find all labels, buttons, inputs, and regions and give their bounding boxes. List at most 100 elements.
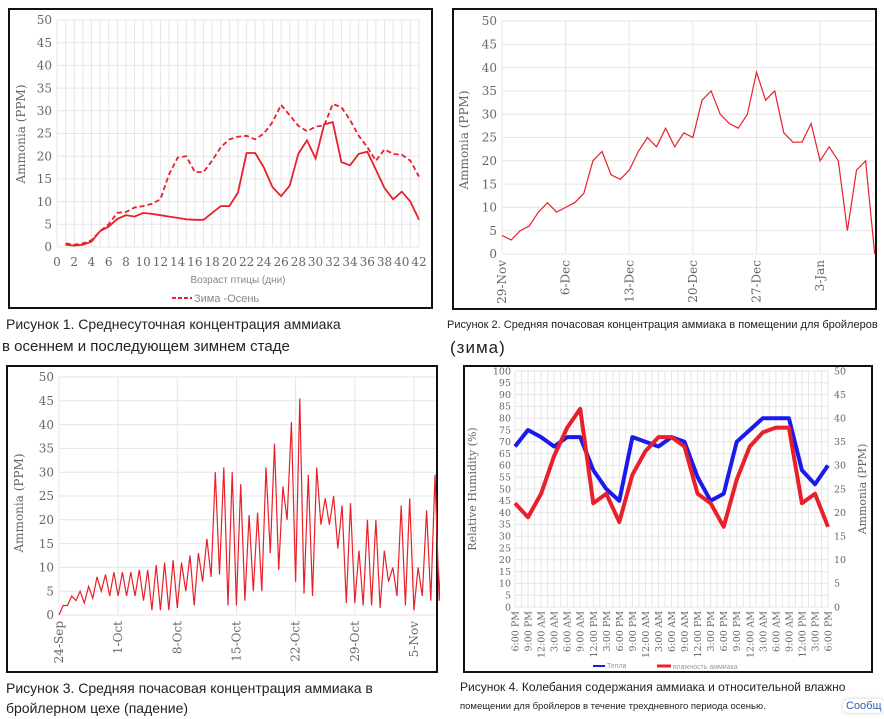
figure-1-caption-line1: Рисунок 1. Среднесуточная концентрация а… [6, 316, 341, 332]
x-tick-label: 40 [394, 255, 409, 269]
x-tick-label: 2 [70, 255, 78, 269]
figure-2-svg: 0 5 10 15 20 25 30 35 40 45 50 29-Nov 6-Dec 13-Dec 20-… [457, 14, 876, 304]
x-tick-label: 12:00 AM [745, 611, 756, 658]
figure-3-caption-line2: бройлерном цехе (падение) [6, 700, 189, 716]
left-y-tick-label: 75 [499, 425, 511, 436]
x-tick-label: 29-Nov [495, 260, 509, 304]
y-tick-label: 10 [482, 201, 497, 215]
y-axis-label: Ammonia (PPM) [14, 85, 28, 185]
y-tick-label: 30 [39, 465, 54, 479]
x-tick-label: 9:00 AM [576, 611, 587, 652]
x-tick-label: 9:00 AM [784, 611, 795, 652]
y-tick-label: 45 [39, 394, 54, 408]
figure-2-caption-line2: (зима) [450, 338, 506, 357]
x-tick-label: 3:00 PM [810, 611, 821, 652]
figure-3-chart: 0 5 10 15 20 25 30 35 40 45 50 24-Sep 1-Oct 8-Oct 15-O… [6, 365, 440, 673]
y-tick-label: 25 [39, 489, 54, 503]
y-tick-label: 10 [37, 195, 52, 209]
x-tick-label: 12:00 PM [797, 611, 808, 658]
y-tick-label: 30 [482, 107, 497, 121]
figure-3-svg: 0 5 10 15 20 25 30 35 40 45 50 24-Sep 1-Oct 8-Oct 15-O… [12, 370, 440, 663]
message-popup-label[interactable]: Сообщ [843, 699, 884, 713]
left-y-tick-label: 95 [499, 378, 511, 389]
x-tick-label: 13-Dec [622, 260, 636, 303]
x-axis-label: Возраст птицы (дни) [190, 275, 285, 286]
y-tick-label: 50 [37, 13, 52, 27]
x-tick-label: 32 [325, 255, 340, 269]
x-tick-label: 22 [239, 255, 254, 269]
right-y-tick-label: 30 [834, 461, 846, 472]
left-y-tick-label: 60 [499, 461, 511, 472]
x-tick-label: 26 [273, 255, 288, 269]
y-tick-label: 15 [39, 537, 54, 551]
x-tick-label: 3:00 AM [758, 611, 769, 652]
y-tick-label: 25 [37, 127, 52, 141]
ammonia-series-line [513, 406, 830, 529]
x-tick-label: 6:00 AM [771, 611, 782, 652]
y-tick-label: 40 [37, 59, 52, 73]
y-tick-label: 0 [46, 608, 54, 622]
right-y-tick-label: 35 [834, 437, 846, 448]
right-y-tick-label: 20 [834, 508, 846, 519]
left-y-tick-label: 70 [499, 437, 511, 448]
left-y-tick-label: 5 [505, 591, 511, 602]
y-tick-label: 15 [37, 172, 52, 186]
x-tick-label: 12 [153, 255, 168, 269]
y-tick-label: 15 [482, 177, 497, 191]
right-y-tick-label: 40 [834, 414, 846, 425]
legend-label: Зима -Осень [194, 293, 259, 305]
series-line-dashed [65, 102, 420, 246]
right-y-tick-label: 45 [834, 390, 846, 401]
y-tick-label: 40 [39, 418, 54, 432]
x-tick-label: 9:00 PM [628, 611, 639, 652]
series-line-solid [65, 120, 420, 247]
left-y-tick-label: 10 [499, 579, 511, 590]
left-y-tick-label: 0 [505, 602, 511, 613]
x-tick-label: 8-Oct [170, 621, 184, 654]
x-tick-label: 4 [88, 255, 96, 269]
x-tick-label: 8 [122, 255, 130, 269]
x-tick-label: 22-Oct [289, 621, 303, 662]
figure-3-caption-line1: Рисунок 3. Средняя почасовая концентраци… [6, 680, 373, 696]
right-y-tick-label: 5 [834, 579, 840, 590]
left-y-tick-label: 30 [499, 532, 511, 543]
y-tick-label: 50 [482, 14, 497, 28]
left-y-tick-label: 90 [499, 390, 511, 401]
legend-label-humidity: Тепла [607, 663, 627, 670]
x-tick-label: 20-Dec [686, 260, 700, 303]
right-y-tick-label: 25 [834, 484, 846, 495]
left-y-tick-label: 85 [499, 402, 511, 413]
x-tick-label: 20 [222, 255, 237, 269]
x-tick-label: 9:00 PM [732, 611, 743, 652]
left-y-tick-label: 65 [499, 449, 511, 460]
y-tick-label: 25 [482, 131, 497, 145]
right-y-axis-label: Ammonia (PPM) [856, 444, 869, 536]
left-y-tick-label: 40 [499, 508, 511, 519]
y-tick-label: 40 [482, 61, 497, 75]
right-y-tick-label: 50 [834, 367, 846, 377]
figure-1-caption-line2: в осеннем и последующем зимнем стаде [2, 338, 290, 355]
x-tick-label: 1-Oct [111, 621, 125, 654]
left-y-tick-label: 55 [499, 473, 511, 484]
figure-4-chart: 0 5 10 15 20 25 30 35 40 45 50 55 60 65 70 75 80 85 90 95 10… [463, 365, 873, 673]
y-tick-label: 45 [482, 38, 497, 52]
right-y-tick-label: 10 [834, 555, 846, 566]
figure-4-caption-line1: Рисунок 4. Колебания содержания аммиака … [460, 680, 846, 694]
y-tick-label: 20 [39, 513, 54, 527]
x-tick-label: 12:00 PM [693, 611, 704, 658]
x-tick-label: 10 [136, 255, 151, 269]
x-tick-label: 6:00 AM [563, 611, 574, 652]
left-y-tick-label: 45 [499, 496, 511, 507]
figure-4-svg: 0510152025303540455055606570758085909510… [466, 367, 869, 671]
x-tick-label: 16 [187, 255, 202, 269]
legend-label-ammonia: влажность аммиака [673, 664, 738, 671]
y-tick-label: 35 [37, 81, 52, 95]
y-axis-label: Ammonia (PPM) [457, 91, 471, 191]
y-tick-label: 5 [46, 584, 54, 598]
y-tick-label: 50 [39, 370, 54, 384]
y-tick-label: 35 [482, 84, 497, 98]
right-y-tick-label: 15 [834, 532, 846, 543]
x-tick-label: 28 [291, 255, 306, 269]
left-y-axis-label: Relative Humidity (%) [466, 427, 479, 550]
